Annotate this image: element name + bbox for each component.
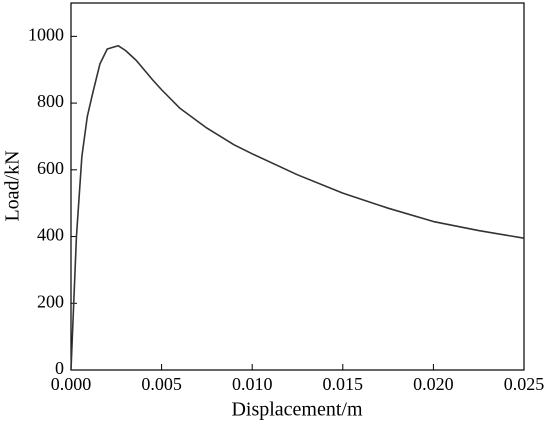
x-tick-label: 0.015 bbox=[323, 374, 364, 394]
plot-frame bbox=[70, 2, 525, 371]
y-axis-title: Load/kN bbox=[2, 150, 24, 221]
y-tick-label: 200 bbox=[37, 291, 64, 311]
x-tick-label: 0.005 bbox=[141, 374, 182, 394]
y-tick-label: 0 bbox=[55, 358, 64, 378]
x-tick-label: 0.020 bbox=[413, 374, 454, 394]
x-tick-label: 0.025 bbox=[504, 374, 545, 394]
y-tick-label: 400 bbox=[37, 225, 64, 245]
y-tick-label: 1000 bbox=[28, 24, 64, 44]
y-tick-label: 600 bbox=[37, 158, 64, 178]
data-line bbox=[70, 44, 525, 371]
x-tick-label: 0.010 bbox=[232, 374, 273, 394]
x-tick-label: 0.000 bbox=[51, 374, 92, 394]
x-axis-title: Displacement/m bbox=[231, 399, 363, 421]
y-tick-label: 800 bbox=[37, 91, 64, 111]
